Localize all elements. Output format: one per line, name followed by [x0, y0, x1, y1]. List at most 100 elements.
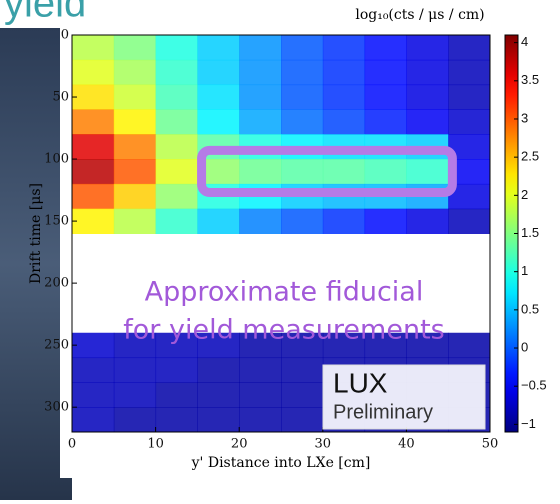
colorbar-tick-label: 1 — [521, 263, 528, 278]
heat-cell — [72, 35, 115, 61]
heat-cell — [72, 208, 115, 234]
heat-cell — [155, 382, 198, 408]
heat-cell — [155, 332, 198, 359]
heat-cell — [239, 109, 282, 135]
colorbar-tick-label: −1 — [521, 416, 536, 431]
heat-cell — [281, 357, 324, 383]
heat-cell — [406, 332, 449, 359]
heat-cell — [322, 84, 366, 110]
heat-cell — [155, 109, 198, 135]
watermark-title: LUX — [333, 367, 388, 398]
slide-title: yield — [4, 0, 86, 26]
heat-cell — [364, 35, 407, 61]
y-tick-label: 100 — [44, 152, 69, 167]
heat-cell — [197, 84, 240, 110]
heat-cell — [113, 407, 157, 433]
heat-cell — [155, 208, 198, 234]
heat-cell — [322, 109, 366, 135]
heat-cell — [197, 109, 240, 135]
colorbar-tick-label: 0 — [521, 339, 528, 354]
colorbar-tick-label: 1.5 — [521, 225, 539, 240]
heat-cell — [448, 59, 491, 86]
colorbar-tick-label: 2 — [521, 187, 528, 202]
heat-cell — [72, 109, 115, 135]
watermark-sub: Preliminary — [333, 401, 433, 423]
heat-cell — [406, 59, 449, 86]
heat-cell — [155, 357, 198, 383]
heat-cell — [155, 59, 198, 86]
heat-cell — [155, 134, 198, 160]
heat-cell — [113, 183, 157, 210]
heat-cell — [155, 35, 198, 61]
heat-cell — [239, 84, 282, 110]
x-tick-label: 0 — [68, 437, 76, 452]
heat-cell — [322, 208, 366, 234]
title-band — [0, 0, 560, 28]
colorbar-label: log₁₀(cts / μs / cm) — [355, 7, 484, 23]
heat-cell — [72, 183, 115, 210]
heat-cell — [155, 159, 198, 185]
heat-cell — [448, 109, 491, 135]
heat-cell — [364, 208, 407, 234]
heat-cell — [72, 134, 115, 160]
y-tick-label: 50 — [52, 90, 69, 105]
plot-frame — [71, 34, 491, 433]
heat-cell — [72, 357, 115, 383]
heat-cell — [281, 35, 324, 61]
heat-cell — [281, 84, 324, 110]
heat-cell — [197, 59, 240, 86]
annotation-text: for yield measurements — [123, 315, 444, 346]
heat-cell — [448, 208, 491, 234]
colorbar-tick-label: 3 — [521, 110, 528, 125]
heat-cell — [113, 59, 157, 86]
heat-cell — [113, 382, 157, 408]
heat-cell — [406, 84, 449, 110]
colorbar-tick-label: 4 — [521, 34, 528, 49]
heat-cell — [197, 35, 240, 61]
heat-cell — [239, 407, 282, 433]
heat-cell — [72, 332, 115, 359]
heat-cell — [197, 208, 240, 234]
x-tick-label: 30 — [315, 437, 332, 452]
heat-cell — [113, 35, 157, 61]
heat-cell — [155, 183, 198, 210]
heat-cell — [72, 59, 115, 86]
heat-cell — [364, 109, 407, 135]
x-tick-label: 10 — [147, 437, 164, 452]
heat-cell — [239, 159, 282, 185]
heat-cell — [406, 159, 449, 185]
heat-cell — [113, 357, 157, 383]
heat-cell — [281, 59, 324, 86]
heat-cell — [197, 407, 240, 433]
annotation-text: Approximate fiducial — [145, 277, 424, 308]
heat-cell — [448, 35, 491, 61]
watermark-box — [322, 364, 486, 430]
x-tick-label: 50 — [482, 437, 499, 452]
heat-cell — [197, 332, 240, 359]
fiducial-box — [197, 145, 457, 198]
heat-cell — [322, 159, 366, 185]
heat-cell — [239, 357, 282, 383]
y-tick-label: 150 — [44, 214, 69, 229]
heat-cell — [72, 407, 115, 433]
heat-cell — [239, 332, 282, 359]
heat-cell — [448, 332, 491, 359]
y-tick-label: 250 — [44, 338, 69, 353]
heat-cell — [281, 332, 324, 359]
heat-cell — [72, 382, 115, 408]
heat-cell — [239, 382, 282, 408]
y-tick-label: 0 — [61, 28, 69, 43]
heat-cell — [406, 208, 449, 234]
heat-cell — [281, 382, 324, 408]
y-tick-label: 300 — [44, 400, 69, 415]
heat-cell — [281, 208, 324, 234]
heat-cell — [239, 59, 282, 86]
heat-cell — [281, 109, 324, 135]
heat-cell — [155, 84, 198, 110]
heat-cell — [72, 159, 115, 185]
heat-cell — [113, 159, 157, 185]
heat-cell — [406, 35, 449, 61]
heat-cell — [113, 109, 157, 135]
